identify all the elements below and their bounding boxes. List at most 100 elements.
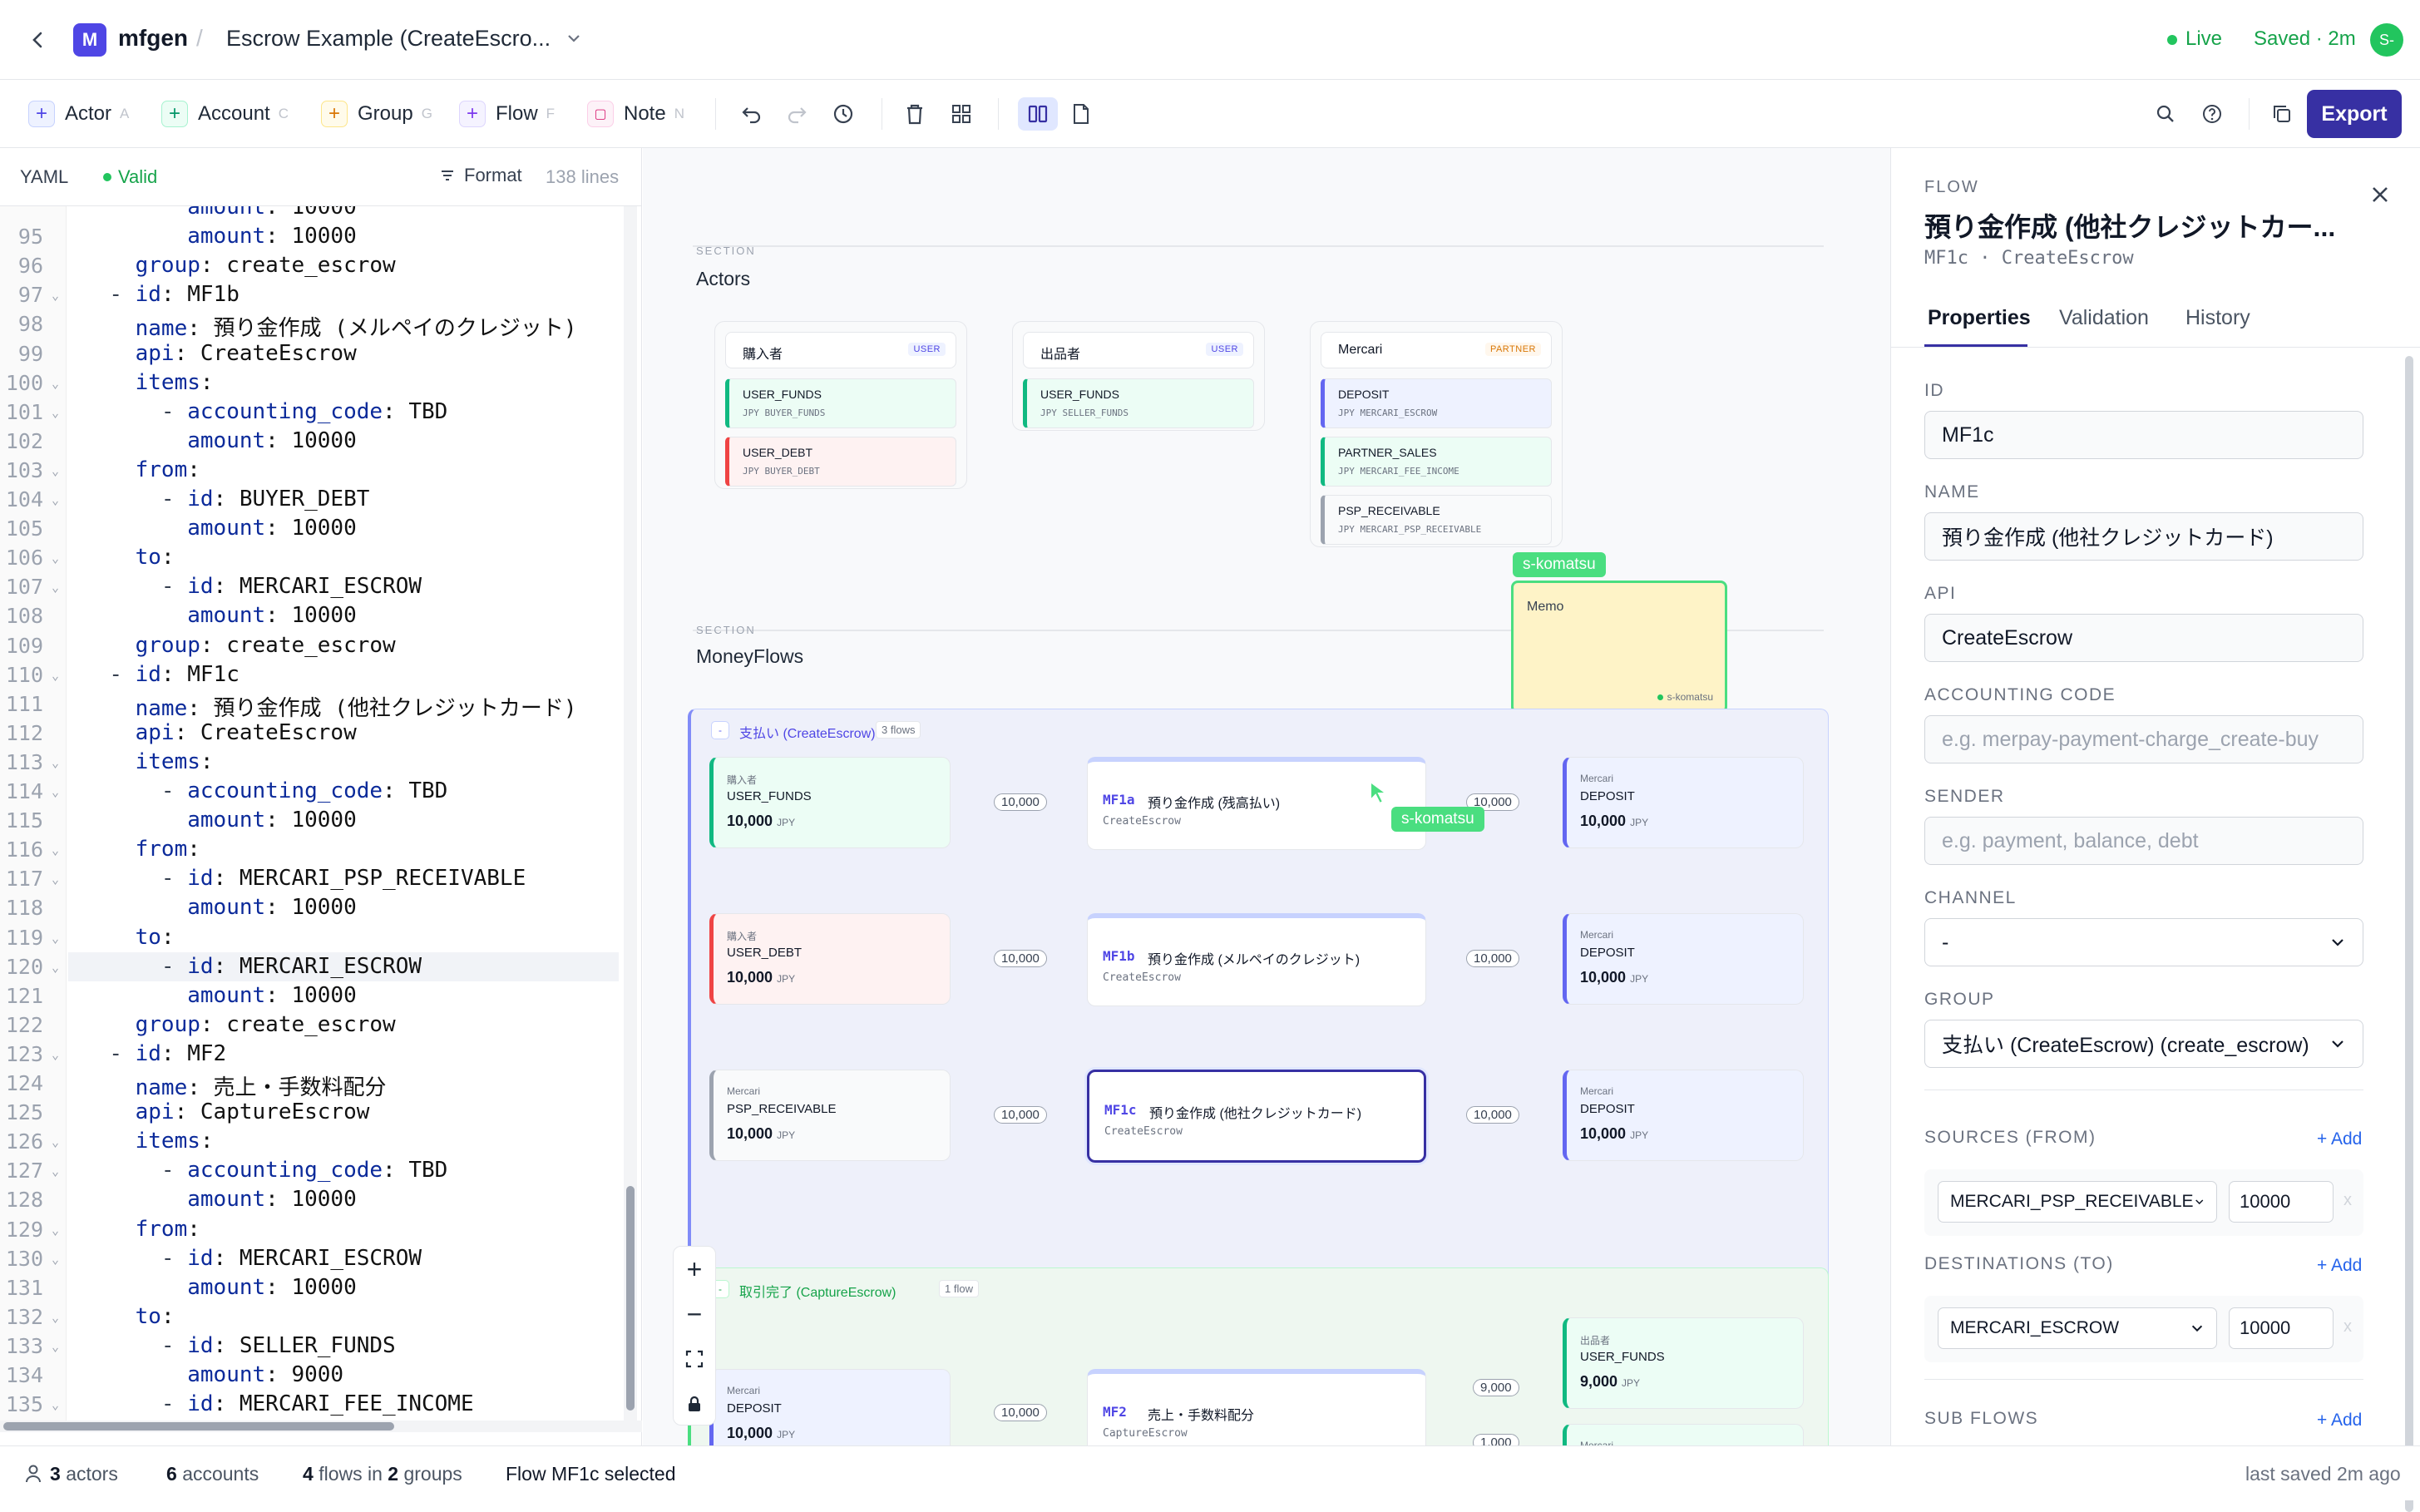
- fold-chevron-icon[interactable]: ⌄: [52, 872, 60, 887]
- flow-account-node[interactable]: Mercari DEPOSIT 10,000 JPY: [1563, 1070, 1804, 1161]
- source-account-select[interactable]: MERCARI_PSP_RECEIVABLE: [1938, 1181, 2217, 1223]
- code-lines[interactable]: amount: 10000 95 amount: 10000 96 group: c…: [0, 206, 619, 1421]
- fold-chevron-icon[interactable]: ⌄: [52, 1251, 60, 1267]
- scrollbar-thumb[interactable]: [3, 1422, 394, 1430]
- document-icon[interactable]: [1064, 97, 1098, 131]
- redo-icon[interactable]: [780, 97, 813, 131]
- destination-account-select[interactable]: MERCARI_ESCROW: [1938, 1307, 2217, 1349]
- scrollbar-thumb[interactable]: [626, 1186, 635, 1411]
- lock-button[interactable]: [674, 1381, 715, 1426]
- api-field[interactable]: CreateEscrow: [1924, 614, 2363, 662]
- add-group-button[interactable]: + Group G: [321, 95, 432, 133]
- document-title[interactable]: Escrow Example (CreateEscro...: [226, 26, 551, 51]
- fold-chevron-icon[interactable]: ⌄: [52, 1309, 60, 1325]
- chevron-down-icon[interactable]: [565, 30, 582, 51]
- account-chip[interactable]: USER_FUNDS JPY BUYER_FUNDS: [725, 378, 956, 428]
- actor-card[interactable]: Mercari PARTNER DEPOSIT JPY MERCARI_ESCROW P…: [1310, 321, 1563, 547]
- account-chip[interactable]: PARTNER_SALES JPY MERCARI_FEE_INCOME: [1321, 437, 1552, 487]
- source-amount-field[interactable]: 10000: [2229, 1181, 2334, 1223]
- sender-field[interactable]: e.g. payment, balance, debt: [1924, 817, 2363, 865]
- grid-layout-icon[interactable]: [945, 97, 978, 131]
- tab-history[interactable]: History: [2185, 306, 2250, 329]
- tab-properties[interactable]: Properties: [1928, 306, 2031, 329]
- fit-view-button[interactable]: [674, 1337, 715, 1381]
- flow-node-mf1a[interactable]: MF1a 預り金作成 (残高払い) CreateEscrow: [1087, 757, 1426, 850]
- channel-select[interactable]: -: [1924, 918, 2363, 966]
- tab-validation[interactable]: Validation: [2059, 306, 2149, 329]
- accounting-code-field[interactable]: e.g. merpay-payment-charge_create-buy: [1924, 715, 2363, 763]
- flow-node-mf1b[interactable]: MF1b 預り金作成 (メルペイのクレジット) CreateEscrow: [1087, 913, 1426, 1006]
- diagram-canvas[interactable]: SECTION Actors SECTION MoneyFlows 購入者 USE…: [643, 148, 1890, 1445]
- fold-chevron-icon[interactable]: ⌄: [52, 784, 60, 799]
- back-icon[interactable]: [22, 23, 55, 57]
- fold-chevron-icon[interactable]: ⌄: [52, 1046, 60, 1062]
- id-field[interactable]: MF1c: [1924, 411, 2363, 459]
- flow-account-node[interactable]: Mercari DEPOSIT 10,000 JPY: [1563, 757, 1804, 848]
- flow-account-node[interactable]: Mercari DEPOSIT 10,000 JPY: [709, 1369, 951, 1445]
- flow-account-node[interactable]: Mercari: [1563, 1424, 1804, 1445]
- horizontal-scrollbar[interactable]: [0, 1421, 642, 1432]
- fold-chevron-icon[interactable]: ⌄: [52, 404, 60, 420]
- fold-chevron-icon[interactable]: ⌄: [52, 1397, 60, 1413]
- flow-node-mf2[interactable]: MF2 売上・手数料配分 CaptureEscrow: [1087, 1369, 1426, 1445]
- collapse-icon[interactable]: -: [711, 721, 729, 739]
- export-button[interactable]: Export: [2307, 90, 2402, 138]
- zoom-in-button[interactable]: +: [686, 1253, 703, 1284]
- fold-chevron-icon[interactable]: ⌄: [52, 930, 60, 946]
- flow-account-node[interactable]: 購入者 USER_FUNDS 10,000 JPY: [709, 757, 951, 848]
- search-icon[interactable]: [2149, 97, 2182, 131]
- actor-card[interactable]: 購入者 USER USER_FUNDS JPY BUYER_FUNDS USER_DEB…: [714, 321, 967, 489]
- account-chip[interactable]: PSP_RECEIVABLE JPY MERCARI_PSP_RECEIVABLE: [1321, 495, 1552, 545]
- split-view-icon[interactable]: [1018, 97, 1058, 131]
- remove-source-button[interactable]: x: [2343, 1191, 2352, 1209]
- flow-node-mf1c[interactable]: MF1c 預り金作成 (他社クレジットカード) CreateEscrow: [1087, 1070, 1426, 1163]
- history-icon[interactable]: [827, 97, 860, 131]
- panel-scrollbar[interactable]: [2405, 356, 2413, 1512]
- memo-note[interactable]: Memo s-komatsu: [1511, 581, 1727, 714]
- actor-card[interactable]: 出品者 USER USER_FUNDS JPY SELLER_FUNDS: [1012, 321, 1265, 431]
- account-chip[interactable]: USER_FUNDS JPY SELLER_FUNDS: [1023, 378, 1254, 428]
- add-source-button[interactable]: + Add: [2317, 1129, 2363, 1149]
- section-divider: [1924, 1379, 2363, 1380]
- fold-chevron-icon[interactable]: ⌄: [52, 1164, 60, 1179]
- fold-chevron-icon[interactable]: ⌄: [52, 1134, 60, 1150]
- remove-destination-button[interactable]: x: [2343, 1317, 2352, 1336]
- source-row: MERCARI_PSP_RECEIVABLE 10000 x: [1924, 1169, 2363, 1236]
- account-chip[interactable]: USER_DEBT JPY BUYER_DEBT: [725, 437, 956, 487]
- fold-chevron-icon[interactable]: ⌄: [52, 959, 60, 975]
- fold-chevron-icon[interactable]: ⌄: [52, 551, 60, 566]
- name-field[interactable]: 預り金作成 (他社クレジットカード): [1924, 512, 2363, 561]
- vertical-scrollbar[interactable]: [624, 206, 637, 1421]
- flow-account-node[interactable]: 出品者 USER_FUNDS 9,000 JPY: [1563, 1317, 1804, 1409]
- account-chip[interactable]: DEPOSIT JPY MERCARI_ESCROW: [1321, 378, 1552, 428]
- fold-chevron-icon[interactable]: ⌄: [52, 462, 60, 478]
- flow-account-node[interactable]: Mercari PSP_RECEIVABLE 10,000 JPY: [709, 1070, 951, 1161]
- format-button[interactable]: Format: [439, 165, 522, 186]
- add-flow-button[interactable]: + Flow F: [459, 95, 555, 133]
- add-actor-button[interactable]: + Actor A: [28, 95, 129, 133]
- undo-icon[interactable]: [735, 97, 768, 131]
- fold-chevron-icon[interactable]: ⌄: [52, 1222, 60, 1238]
- add-sub-flow-button[interactable]: + Add: [2317, 1411, 2363, 1430]
- flow-account-node[interactable]: Mercari DEPOSIT 10,000 JPY: [1563, 913, 1804, 1005]
- destination-amount-field[interactable]: 10000: [2229, 1307, 2334, 1349]
- zoom-out-button[interactable]: −: [686, 1298, 703, 1329]
- fold-chevron-icon[interactable]: ⌄: [52, 375, 60, 391]
- add-account-button[interactable]: + Account C: [161, 95, 289, 133]
- avatar[interactable]: S-: [2370, 23, 2403, 57]
- fold-chevron-icon[interactable]: ⌄: [52, 1338, 60, 1354]
- flow-account-node[interactable]: 購入者 USER_DEBT 10,000 JPY: [709, 913, 951, 1005]
- fold-chevron-icon[interactable]: ⌄: [52, 754, 60, 770]
- close-icon[interactable]: [2363, 178, 2397, 211]
- fold-chevron-icon[interactable]: ⌄: [52, 492, 60, 507]
- fold-chevron-icon[interactable]: ⌄: [52, 288, 60, 304]
- fold-chevron-icon[interactable]: ⌄: [52, 842, 60, 858]
- add-note-button[interactable]: ▢ Note N: [587, 95, 684, 133]
- copy-icon[interactable]: [2265, 97, 2299, 131]
- fold-chevron-icon[interactable]: ⌄: [52, 580, 60, 595]
- add-destination-button[interactable]: + Add: [2317, 1256, 2363, 1275]
- fold-chevron-icon[interactable]: ⌄: [52, 667, 60, 683]
- group-select[interactable]: 支払い (CreateEscrow) (create_escrow): [1924, 1020, 2363, 1068]
- help-icon[interactable]: [2195, 97, 2229, 131]
- trash-icon[interactable]: [898, 97, 931, 131]
